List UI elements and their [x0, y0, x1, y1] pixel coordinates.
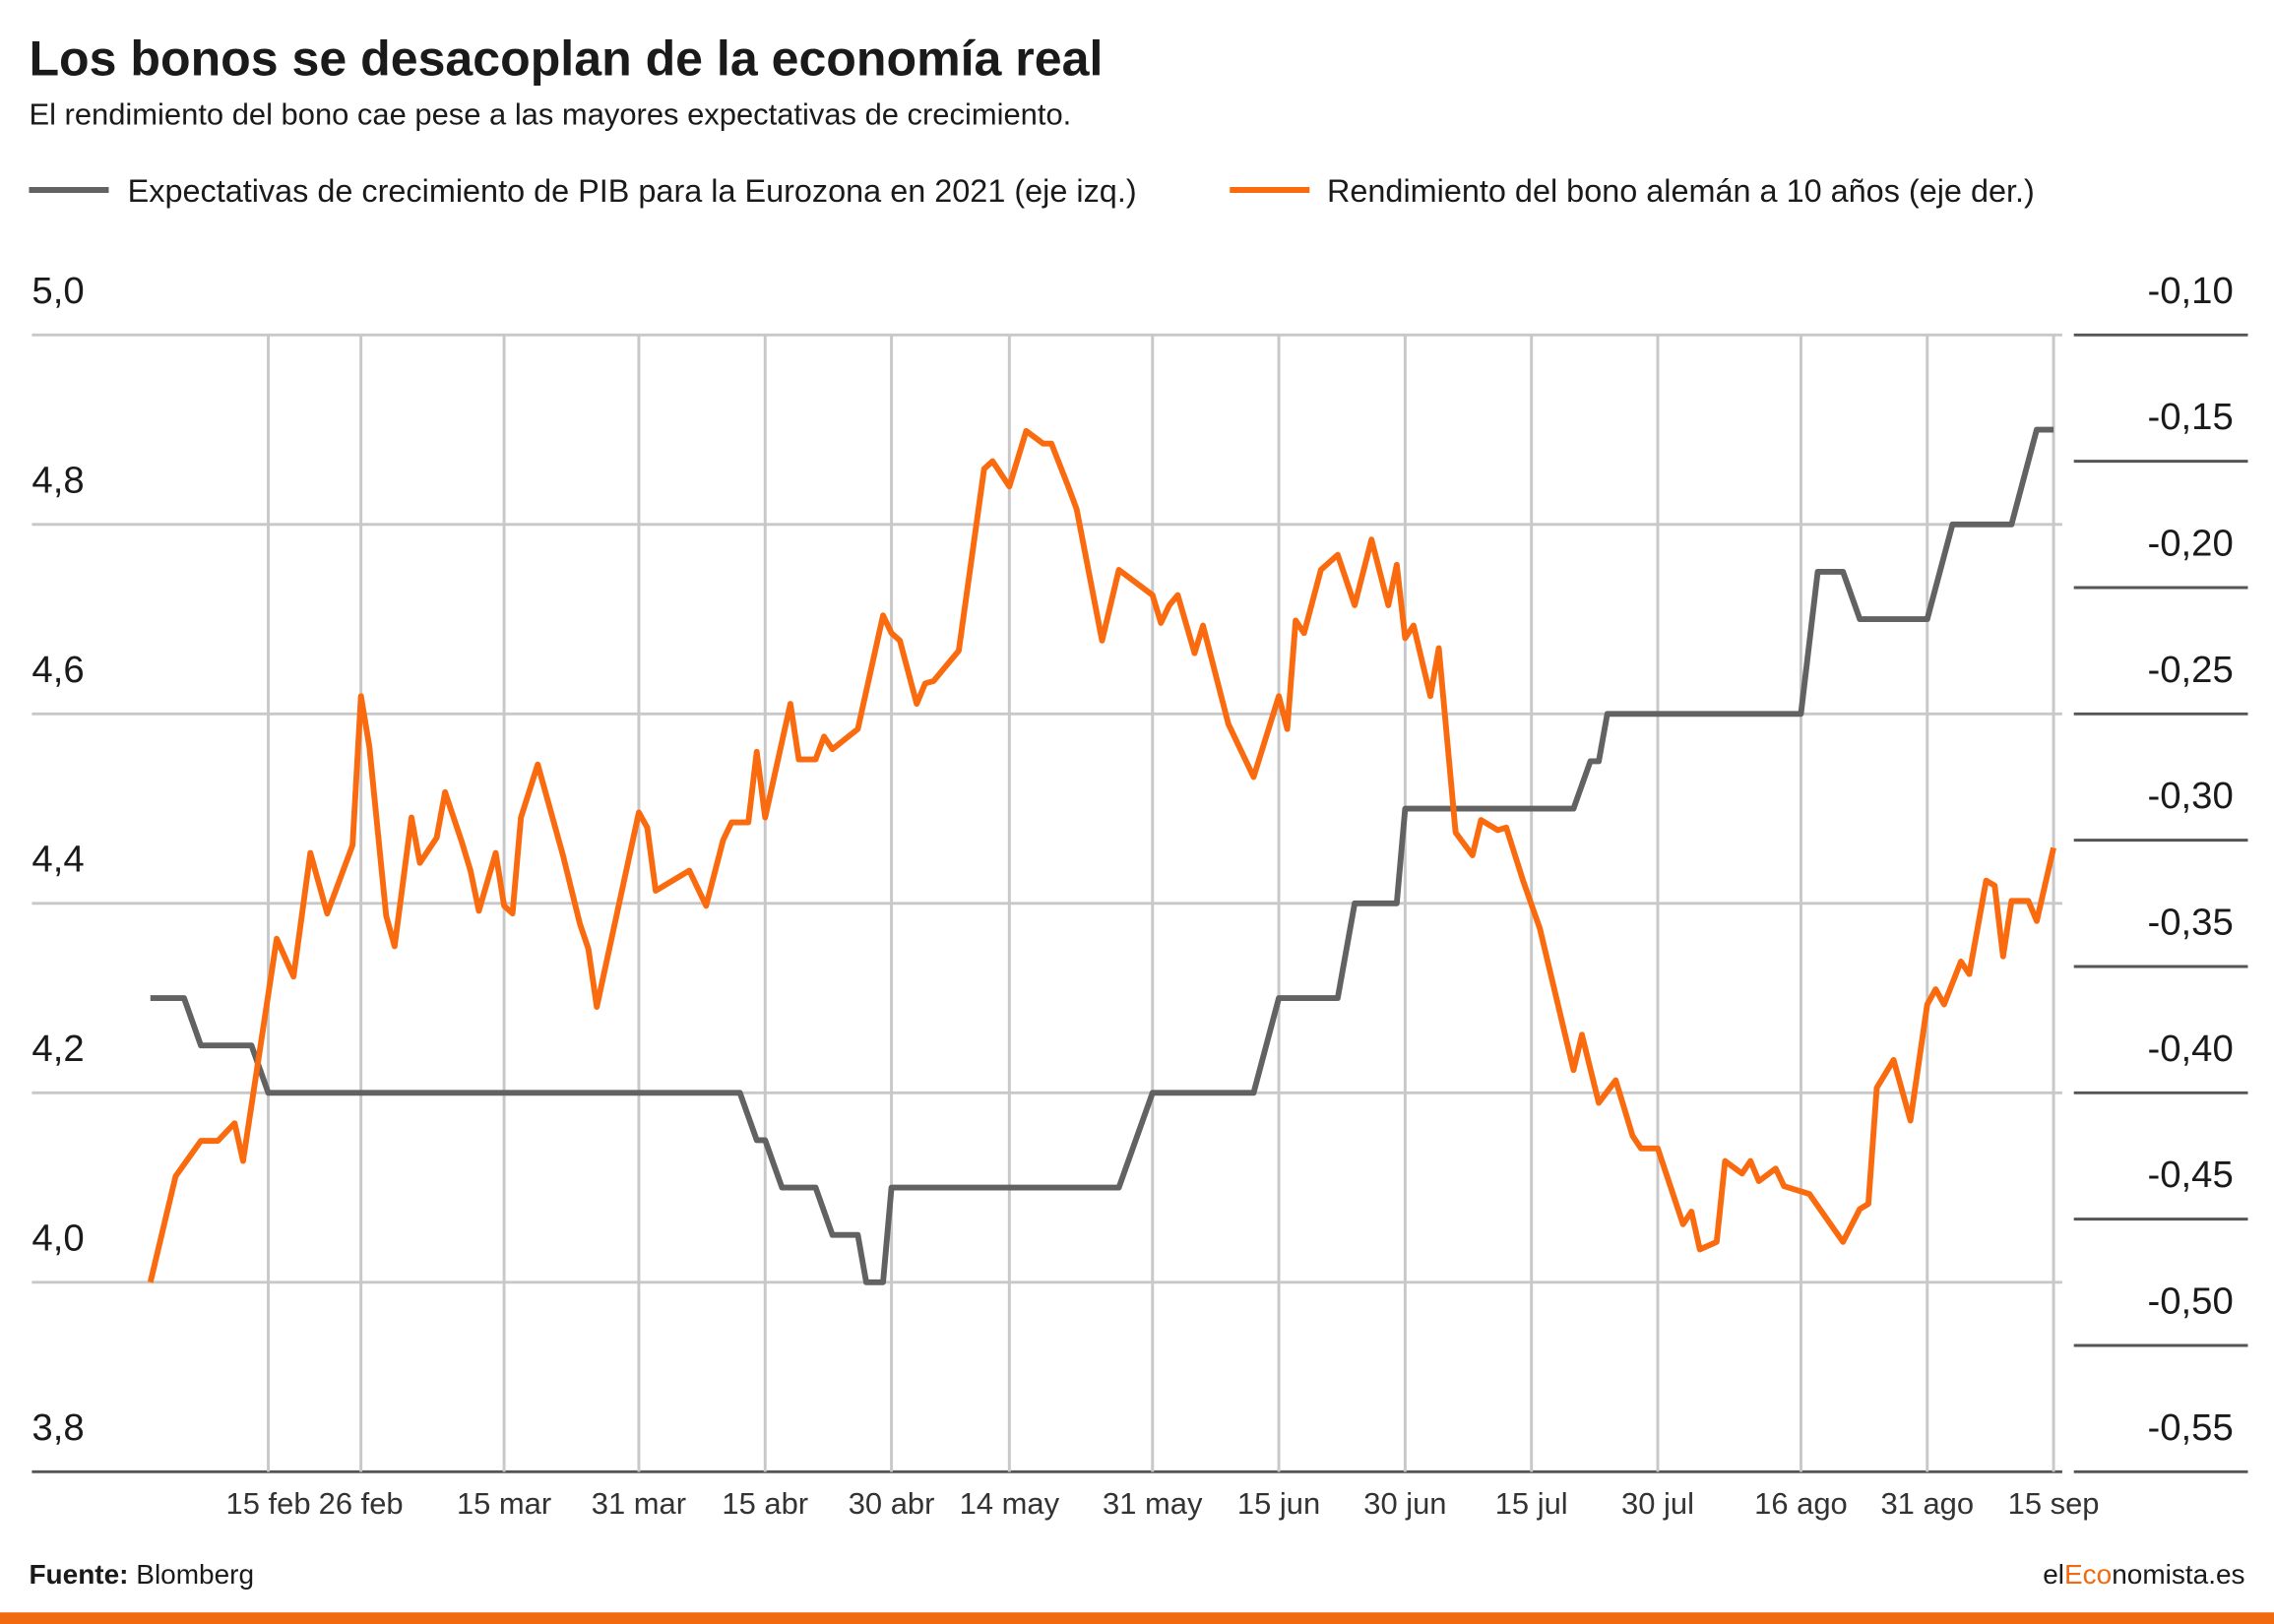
- brand-part: nomista.es: [2112, 1559, 2244, 1590]
- x-tick-label: 31 may: [1103, 1486, 1203, 1521]
- x-tick-label: 15 mar: [457, 1486, 551, 1521]
- y-tick-label: 3,8: [32, 1406, 84, 1449]
- x-tick-label: 15 abr: [722, 1486, 808, 1521]
- y2-tick-label: -0,55: [2147, 1406, 2233, 1449]
- y-tick-label: 4,4: [32, 838, 84, 880]
- y2-tick-label: -0,15: [2147, 396, 2233, 438]
- y2-tick-label: -0,50: [2147, 1280, 2233, 1323]
- x-tick-label: 15 jul: [1495, 1486, 1568, 1521]
- y-tick-label: 4,6: [32, 649, 84, 691]
- x-tick-label: 14 may: [960, 1486, 1060, 1521]
- x-tick-label: 15 sep: [2008, 1486, 2100, 1521]
- source: Fuente: Blomberg: [29, 1559, 254, 1590]
- y-tick-label: 4,0: [32, 1217, 84, 1259]
- y2-tick-label: -0,25: [2147, 649, 2233, 691]
- x-tick-label: 30 jun: [1363, 1486, 1446, 1521]
- x-tick-label: 31 ago: [1880, 1486, 1974, 1521]
- source-label: Fuente:: [29, 1559, 128, 1590]
- legend-label: Rendimiento del bono alemán a 10 años (e…: [1327, 173, 2035, 209]
- series-line: [150, 426, 2054, 1285]
- legend-label: Expectativas de crecimiento de PIB para …: [128, 173, 1137, 209]
- series-line: [147, 427, 2056, 1283]
- brand-part: Eco: [2064, 1559, 2112, 1590]
- y-tick-label: 4,8: [32, 459, 84, 501]
- source-text: Blomberg: [136, 1559, 254, 1590]
- x-tick-label: 15 feb: [226, 1486, 311, 1521]
- y2-tick-label: -0,30: [2147, 775, 2233, 817]
- chart-subtitle: El rendimiento del bono cae pese a las m…: [29, 97, 1071, 132]
- y-tick-label: 5,0: [32, 270, 84, 312]
- x-tick-label: 31 mar: [592, 1486, 686, 1521]
- x-tick-label: 16 ago: [1754, 1486, 1848, 1521]
- chart-title: Los bonos se desacoplan de la economía r…: [29, 31, 1103, 87]
- bottom-bar: [0, 1612, 2274, 1624]
- y2-tick-label: -0,35: [2147, 902, 2233, 944]
- y2-tick-label: -0,10: [2147, 270, 2233, 312]
- y-tick-label: 4,2: [32, 1028, 84, 1070]
- x-tick-label: 15 jun: [1237, 1486, 1320, 1521]
- brand-part: el: [2043, 1559, 2064, 1590]
- y2-tick-label: -0,20: [2147, 523, 2233, 565]
- y2-tick-label: -0,45: [2147, 1154, 2233, 1196]
- x-tick-label: 26 feb: [319, 1486, 404, 1521]
- x-tick-label: 30 abr: [849, 1486, 935, 1521]
- x-tick-label: 30 jul: [1621, 1486, 1694, 1521]
- brand: elEconomista.es: [2043, 1559, 2244, 1590]
- y2-tick-label: -0,40: [2147, 1028, 2233, 1070]
